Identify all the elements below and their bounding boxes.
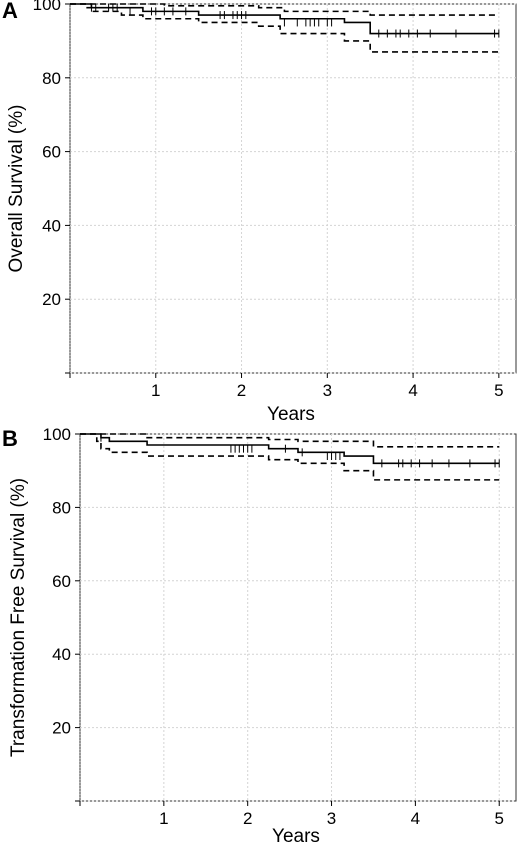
plot-frame-b bbox=[79, 433, 517, 802]
y-tick-label-b: 20 bbox=[52, 719, 71, 738]
x-axis-title-b: Years bbox=[272, 826, 320, 847]
panel-b-chart: 1 2 3 4 5 20 40 60 80 100 Years Transformation Free… bbox=[8, 426, 517, 847]
series-lower-ci-a bbox=[70, 3, 499, 53]
x-tick-label-a: 2 bbox=[237, 381, 246, 400]
panel-a-letter: A bbox=[2, 0, 18, 23]
series-upper-ci-b bbox=[80, 433, 500, 448]
plot-frame-a bbox=[69, 3, 517, 374]
series-lower-ci-b bbox=[80, 433, 500, 481]
panel-b-letter: B bbox=[2, 426, 18, 451]
x-tick-label-a: 5 bbox=[494, 381, 503, 400]
y-tick-label-b: 60 bbox=[52, 572, 71, 591]
y-tick-label-a: 20 bbox=[42, 290, 61, 309]
y-tick-label-a: 40 bbox=[42, 216, 61, 235]
series-upper-ci-a bbox=[70, 3, 499, 16]
x-tick-label-b: 2 bbox=[243, 809, 252, 828]
y-tick-label-a: 100 bbox=[33, 0, 61, 14]
y-tick-label-a: 80 bbox=[42, 69, 61, 88]
y-tick-label-a: 60 bbox=[42, 143, 61, 162]
x-tick-label-a: 4 bbox=[408, 381, 417, 400]
x-tick-label-b: 1 bbox=[159, 809, 168, 828]
y-tick-label-b: 80 bbox=[52, 498, 71, 517]
x-tick-label-a: 3 bbox=[323, 381, 332, 400]
x-tick-label-b: 5 bbox=[494, 809, 503, 828]
x-axis-title-a: Years bbox=[267, 404, 315, 425]
x-tick-label-b: 4 bbox=[411, 809, 420, 828]
y-tick-label-b: 40 bbox=[52, 645, 71, 664]
x-tick-label-a: 1 bbox=[151, 381, 160, 400]
y-axis-title-b: Transformation Free Survival (%) bbox=[8, 478, 29, 757]
x-tick-label-b: 3 bbox=[327, 809, 336, 828]
panel-a-chart: 1 2 3 4 5 20 40 60 80 100 Years Overall Survival (%… bbox=[6, 0, 517, 425]
y-tick-label-b: 100 bbox=[43, 426, 71, 444]
y-axis-title-a: Overall Survival (%) bbox=[6, 105, 27, 273]
